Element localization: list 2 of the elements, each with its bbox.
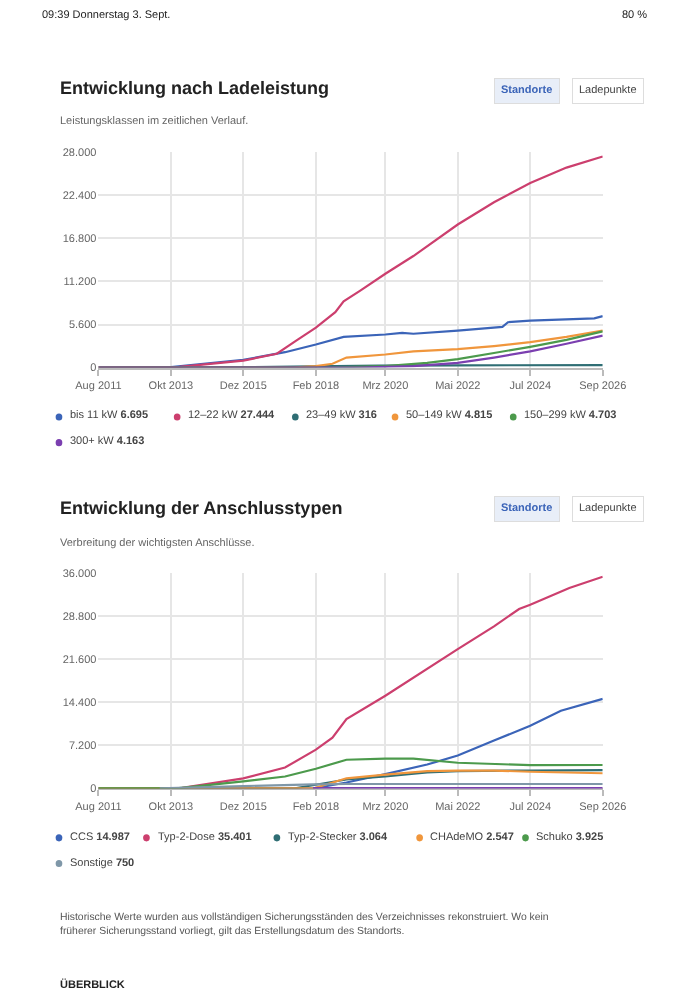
chart-title: Entwicklung nach Ladeleistung	[60, 78, 330, 98]
chart-title: Entwicklung der Anschlusstypen	[60, 498, 343, 518]
